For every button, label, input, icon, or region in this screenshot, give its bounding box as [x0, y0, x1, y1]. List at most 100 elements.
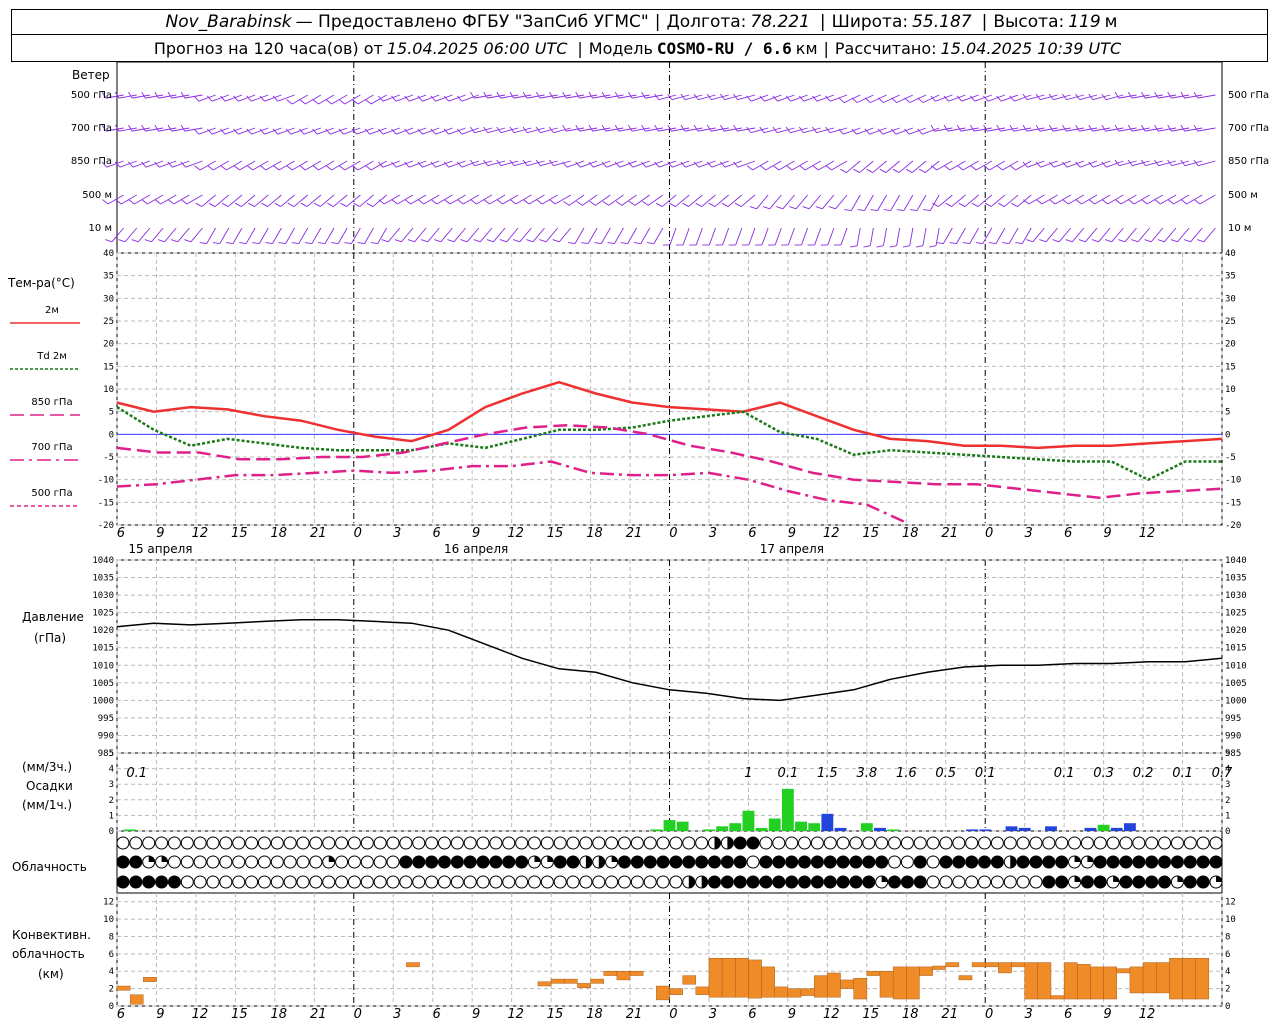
wind-barb — [500, 127, 519, 134]
wind-barb-flag — [1180, 91, 1185, 99]
cloud-symbol — [695, 855, 709, 869]
wind-barb — [816, 94, 835, 102]
cloud-symbol — [476, 875, 490, 889]
wind-barb — [1032, 227, 1045, 243]
cloud-symbol-quarter — [1216, 876, 1222, 882]
wind-barb — [540, 127, 558, 134]
cloud-symbol — [1145, 836, 1159, 850]
wind-barb-flag — [1062, 161, 1068, 168]
temp-tick-right: 35 — [1225, 272, 1236, 282]
wind-barb — [435, 94, 453, 102]
xtick-temp: 18 — [902, 526, 919, 541]
conv-bar — [985, 962, 999, 968]
cloud-symbol — [257, 836, 271, 850]
wind-barb — [566, 94, 585, 99]
cloud-symbol — [1016, 855, 1030, 869]
wind-barb-flag — [352, 99, 359, 105]
wind-barb-flag — [1167, 159, 1173, 166]
wind-barb-flag — [883, 209, 891, 212]
press-tick-left: 1025 — [92, 609, 114, 619]
wind-barb — [206, 227, 217, 244]
xtick-conv: 12 — [192, 1007, 209, 1022]
press-tick-left: 1035 — [92, 574, 114, 584]
legend-label-4: 500 гПа — [31, 488, 72, 499]
cloud-symbol — [888, 875, 902, 889]
wind-barb-flag — [522, 91, 528, 99]
wind-barb — [293, 194, 309, 207]
cloud-symbol — [450, 836, 464, 850]
wind-barb — [1199, 194, 1216, 205]
wind-barb-flag — [1141, 124, 1146, 132]
conv-bar — [735, 957, 749, 998]
cloud-symbol — [823, 875, 837, 889]
wind-barb — [748, 227, 756, 246]
cloud-symbol — [515, 836, 529, 850]
wind-barb — [1071, 227, 1085, 243]
conv-tick-right: 8 — [1225, 932, 1230, 942]
wind-barb-flag — [312, 128, 318, 135]
wind-barb-flag — [1011, 202, 1018, 207]
conv-bar — [879, 971, 894, 998]
wind-barb — [846, 160, 861, 173]
wind-barb — [461, 127, 479, 135]
wind-barb — [1040, 94, 1058, 101]
xtick-temp: 6 — [1064, 526, 1072, 541]
wind-barb — [898, 160, 914, 173]
cloud-symbol — [476, 836, 490, 850]
wind-barb-flag — [1052, 239, 1060, 243]
wind-barb-flag — [154, 124, 159, 132]
cloud-symbol — [617, 836, 631, 850]
wind-barb-flag — [246, 165, 253, 171]
wind-barb — [1039, 127, 1058, 132]
wind-barb-flag — [568, 242, 576, 245]
wind-barb-flag — [272, 128, 279, 135]
wind-barb-flag — [957, 165, 964, 171]
wind-barb-flag — [627, 161, 634, 168]
precip-sum: 1.6 — [896, 766, 917, 781]
wind-barb-flag — [996, 165, 1003, 171]
wind-barb — [448, 127, 466, 135]
cloud-symbol — [798, 855, 812, 869]
precip-tick-right: 4 — [1225, 765, 1230, 775]
wind-level-right: 700 гПа — [1228, 123, 1269, 134]
wind-barb-flag — [943, 95, 949, 102]
wind-barb — [500, 94, 519, 99]
wind-barb — [724, 94, 742, 101]
wind-barb — [951, 194, 966, 207]
wind-barb-flag — [118, 239, 126, 243]
cloud-symbol — [322, 836, 336, 850]
wind-barb-flag — [443, 161, 450, 168]
wind-barb-flag — [789, 206, 797, 210]
wind-barb — [566, 127, 585, 132]
wind-barb — [574, 227, 585, 244]
wind-barb-flag — [812, 95, 818, 102]
wind-barb — [632, 160, 650, 168]
conv-bar — [787, 988, 802, 998]
cloud-symbol — [155, 875, 169, 889]
wind-barb-flag — [877, 128, 884, 135]
cloud-symbol — [785, 855, 799, 869]
wind-barb — [856, 94, 874, 104]
wind-barb-flag — [607, 242, 615, 245]
wind-barb — [1144, 94, 1163, 99]
wind-barb-flag — [602, 201, 609, 206]
cloud-symbol — [553, 836, 567, 850]
wind-barb — [158, 94, 177, 99]
precip-bar — [834, 827, 847, 831]
wind-barb — [903, 194, 914, 211]
xtick-conv: 18 — [271, 1007, 288, 1022]
precip-bar — [1084, 827, 1097, 831]
alt-value: 119 — [1068, 12, 1101, 32]
wind-barb — [137, 227, 151, 243]
wind-barb — [1158, 127, 1177, 132]
wind-barb — [487, 160, 506, 167]
wind-barb-flag — [799, 165, 806, 171]
wind-barb-flag — [1075, 93, 1081, 100]
wind-barb-flag — [1127, 91, 1133, 99]
wind-barb — [190, 227, 203, 243]
wind-barb-flag — [131, 239, 139, 243]
wind-barb-flag — [1114, 124, 1120, 132]
xtick-temp: 3 — [1024, 526, 1032, 541]
wind-barb — [118, 127, 137, 132]
temp-tick-left: -10 — [98, 476, 114, 486]
